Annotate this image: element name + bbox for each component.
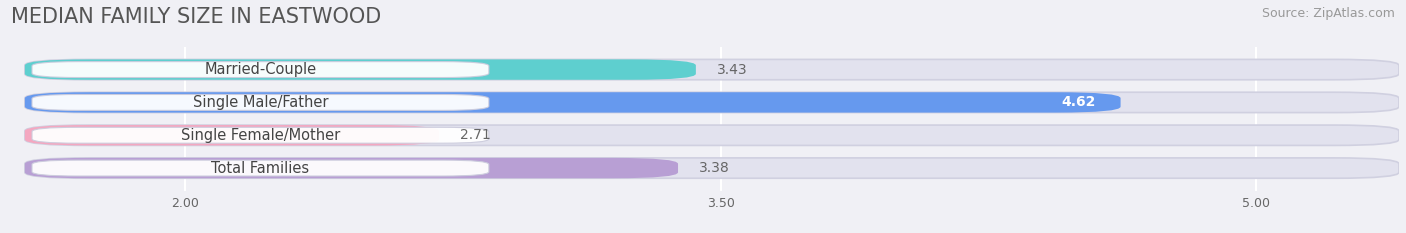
FancyBboxPatch shape	[25, 59, 696, 80]
FancyBboxPatch shape	[25, 158, 678, 178]
FancyBboxPatch shape	[32, 94, 489, 110]
FancyBboxPatch shape	[25, 59, 1399, 80]
FancyBboxPatch shape	[32, 127, 489, 143]
FancyBboxPatch shape	[25, 125, 1399, 145]
Text: Source: ZipAtlas.com: Source: ZipAtlas.com	[1261, 7, 1395, 20]
Text: Total Families: Total Families	[211, 161, 309, 176]
Text: Single Female/Mother: Single Female/Mother	[181, 128, 340, 143]
FancyBboxPatch shape	[25, 92, 1399, 113]
Text: Single Male/Father: Single Male/Father	[193, 95, 328, 110]
FancyBboxPatch shape	[25, 125, 439, 145]
Text: 3.38: 3.38	[699, 161, 730, 175]
Text: 2.71: 2.71	[460, 128, 491, 142]
Text: 4.62: 4.62	[1062, 96, 1095, 110]
FancyBboxPatch shape	[32, 160, 489, 176]
FancyBboxPatch shape	[25, 158, 1399, 178]
Text: Married-Couple: Married-Couple	[204, 62, 316, 77]
Text: 3.43: 3.43	[717, 63, 748, 77]
FancyBboxPatch shape	[32, 62, 489, 78]
FancyBboxPatch shape	[25, 92, 1121, 113]
Text: MEDIAN FAMILY SIZE IN EASTWOOD: MEDIAN FAMILY SIZE IN EASTWOOD	[11, 7, 381, 27]
